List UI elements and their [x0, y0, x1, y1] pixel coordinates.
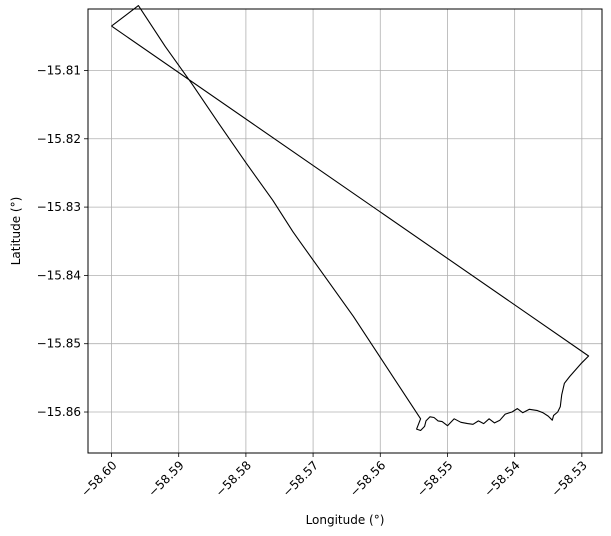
y-axis-label: Latitude (°) [9, 197, 23, 266]
y-tick-label: −15.86 [37, 405, 81, 419]
boundary-line [111, 5, 590, 432]
y-tick-label: −15.83 [37, 200, 81, 214]
y-axis-ticks: −15.81 −15.82 −15.83 −15.84 −15.85 −15.86 [37, 63, 88, 419]
x-tick-label: −58.59 [146, 458, 187, 499]
x-tick-label: −58.53 [549, 458, 590, 499]
x-tick-label: −58.57 [280, 458, 321, 499]
x-axis-label: Longitude (°) [306, 513, 385, 527]
x-axis-ticks: −58.60 −58.59 −58.58 −58.57 −58.56 −58.55 −58.… [78, 453, 590, 500]
plot-area-frame [87, 8, 603, 454]
x-tick-label: −58.56 [347, 458, 388, 499]
y-tick-label: −15.84 [37, 268, 81, 282]
x-tick-label: −58.58 [213, 458, 254, 499]
grid-lines [88, 9, 602, 453]
x-tick-label: −58.54 [481, 458, 522, 499]
x-tick-label: −58.55 [414, 458, 455, 499]
y-tick-label: −15.85 [37, 337, 81, 351]
series-layer [111, 5, 590, 432]
x-tick-label: −58.60 [78, 458, 119, 499]
y-tick-label: −15.82 [37, 132, 81, 146]
y-tick-label: −15.81 [37, 63, 81, 77]
